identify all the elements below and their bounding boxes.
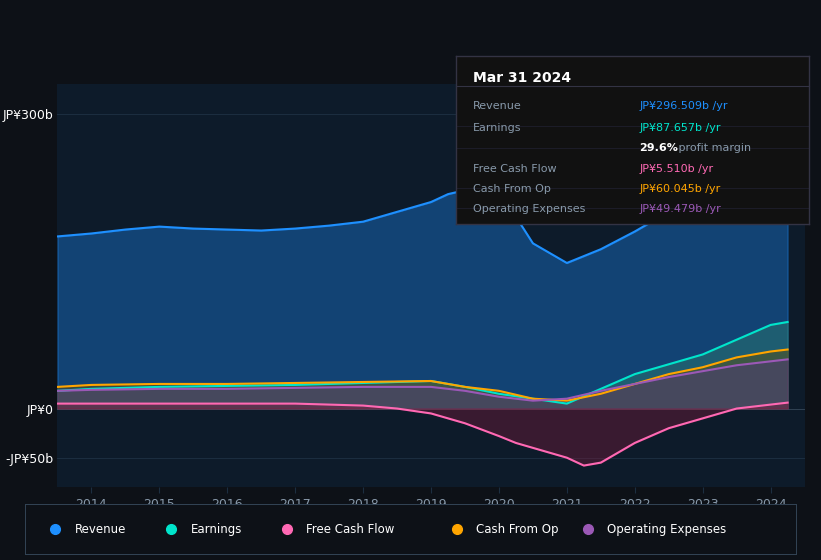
Text: Operating Expenses: Operating Expenses <box>608 522 727 536</box>
Text: Revenue: Revenue <box>75 522 126 536</box>
Text: JP¥60.045b /yr: JP¥60.045b /yr <box>640 184 721 194</box>
Text: Earnings: Earnings <box>474 123 522 133</box>
Text: profit margin: profit margin <box>675 143 750 153</box>
Text: Earnings: Earnings <box>190 522 242 536</box>
Text: Revenue: Revenue <box>474 101 522 111</box>
Text: Operating Expenses: Operating Expenses <box>474 204 585 214</box>
Text: Free Cash Flow: Free Cash Flow <box>474 164 557 174</box>
Text: 29.6%: 29.6% <box>640 143 678 153</box>
Text: JP¥49.479b /yr: JP¥49.479b /yr <box>640 204 721 214</box>
Text: Free Cash Flow: Free Cash Flow <box>306 522 395 536</box>
Text: JP¥296.509b /yr: JP¥296.509b /yr <box>640 101 727 111</box>
Text: Cash From Op: Cash From Op <box>476 522 558 536</box>
Text: Mar 31 2024: Mar 31 2024 <box>474 71 571 85</box>
Text: JP¥87.657b /yr: JP¥87.657b /yr <box>640 123 721 133</box>
Text: JP¥5.510b /yr: JP¥5.510b /yr <box>640 164 713 174</box>
Text: Cash From Op: Cash From Op <box>474 184 551 194</box>
